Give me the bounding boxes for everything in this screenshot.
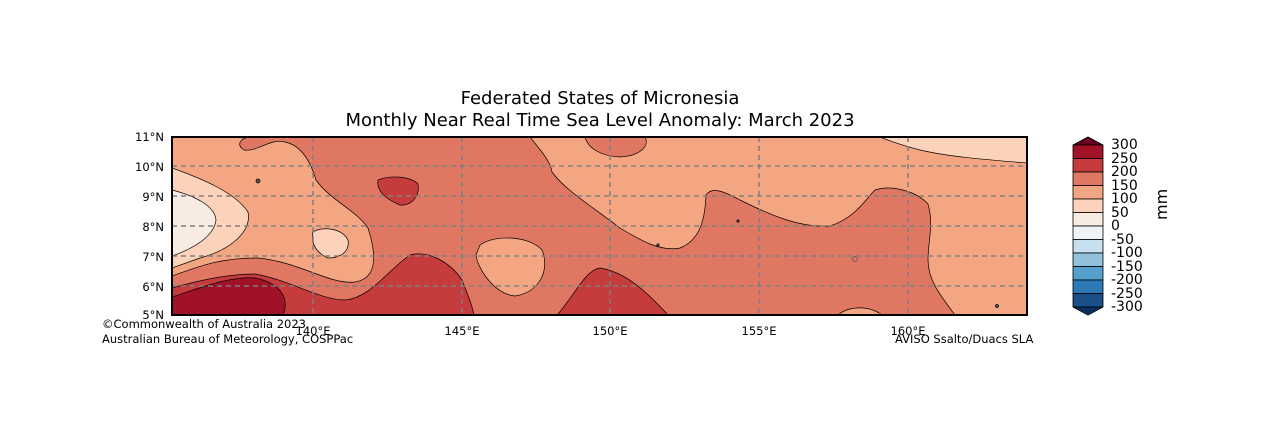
colorbar-segment (1072, 239, 1104, 254)
colorbar-segment (1072, 279, 1104, 294)
colorbar-segment (1072, 266, 1104, 281)
island-marker (656, 243, 660, 247)
map-subtitle: Monthly Near Real Time Sea Level Anomaly… (345, 110, 855, 131)
colorbar-label: -200 (1111, 272, 1143, 288)
colorbar-label: 150 (1111, 178, 1138, 194)
colorbar-label: 0 (1111, 218, 1120, 234)
colorbar-label: -300 (1111, 299, 1143, 315)
colorbar-label: 300 (1111, 137, 1138, 153)
colorbar-segment (1072, 252, 1104, 267)
lat-tick-label: 5°N (142, 308, 164, 322)
lon-tick-label: 155°E (741, 324, 777, 338)
lon-tick-label: 160°E (890, 324, 926, 338)
colorbar-segment (1072, 198, 1104, 213)
anomaly-region-50-100-island (312, 228, 349, 259)
colorbar-label: -250 (1111, 286, 1143, 302)
colorbar-unit: mm (1152, 188, 1171, 220)
island-marker (255, 178, 261, 184)
lat-tick-label: 9°N (142, 190, 164, 204)
colorbar-segment (1072, 293, 1104, 308)
colorbar-label: -150 (1111, 259, 1143, 275)
lat-tick-label: 7°N (142, 250, 164, 264)
anomaly-region-100-150-central (475, 237, 546, 297)
colorbar-label: 50 (1111, 205, 1129, 221)
anomaly-region-150-200-north (584, 137, 647, 158)
colorbar-segment (1072, 225, 1104, 240)
colorbar-extend-max (1072, 136, 1104, 146)
anomaly-region-0-50-west (172, 189, 217, 257)
colorbar-extend-min (1072, 306, 1104, 316)
anomaly-region-200-250-north (377, 176, 419, 206)
colorbar-segment (1072, 212, 1104, 227)
colorbar-segment (1072, 158, 1104, 173)
lat-tick-label: 8°N (142, 220, 164, 234)
lon-tick-label: 150°E (592, 324, 628, 338)
island-marker (852, 256, 858, 262)
island-marker (995, 304, 999, 308)
colorbar-label: -100 (1111, 245, 1143, 261)
map-title: Federated States of Micronesia (460, 88, 740, 109)
lon-tick-label: 145°E (444, 324, 480, 338)
colorbar (1072, 136, 1104, 316)
anomaly-region-200-250-east (556, 267, 669, 315)
lon-tick-label: 140°E (295, 324, 331, 338)
gridlines (172, 137, 1027, 315)
copyright-credit: ©Commonwealth of Australia 2023 (102, 317, 307, 331)
lat-tick-label: 6°N (142, 280, 164, 294)
map-frame (171, 136, 1028, 316)
lat-tick-label: 10°N (135, 160, 164, 174)
colorbar-segment (1072, 185, 1104, 200)
colorbar-segment (1072, 171, 1104, 186)
colorbar-label: 100 (1111, 191, 1138, 207)
anomaly-region-250-300 (172, 277, 286, 315)
colorbar-segment (1072, 144, 1104, 159)
colorbar-label: -50 (1111, 232, 1134, 248)
bureau-credit: Australian Bureau of Meteorology, COSPPa… (102, 332, 354, 346)
data-source-credit: AVISO Ssalto/Duacs SLA (895, 332, 1034, 346)
colorbar-label: 200 (1111, 164, 1138, 180)
anomaly-region-50-100-northeast (879, 137, 1027, 164)
colorbar-label: 250 (1111, 151, 1138, 167)
island-marker (736, 219, 740, 223)
lat-tick-label: 11°N (135, 130, 164, 144)
